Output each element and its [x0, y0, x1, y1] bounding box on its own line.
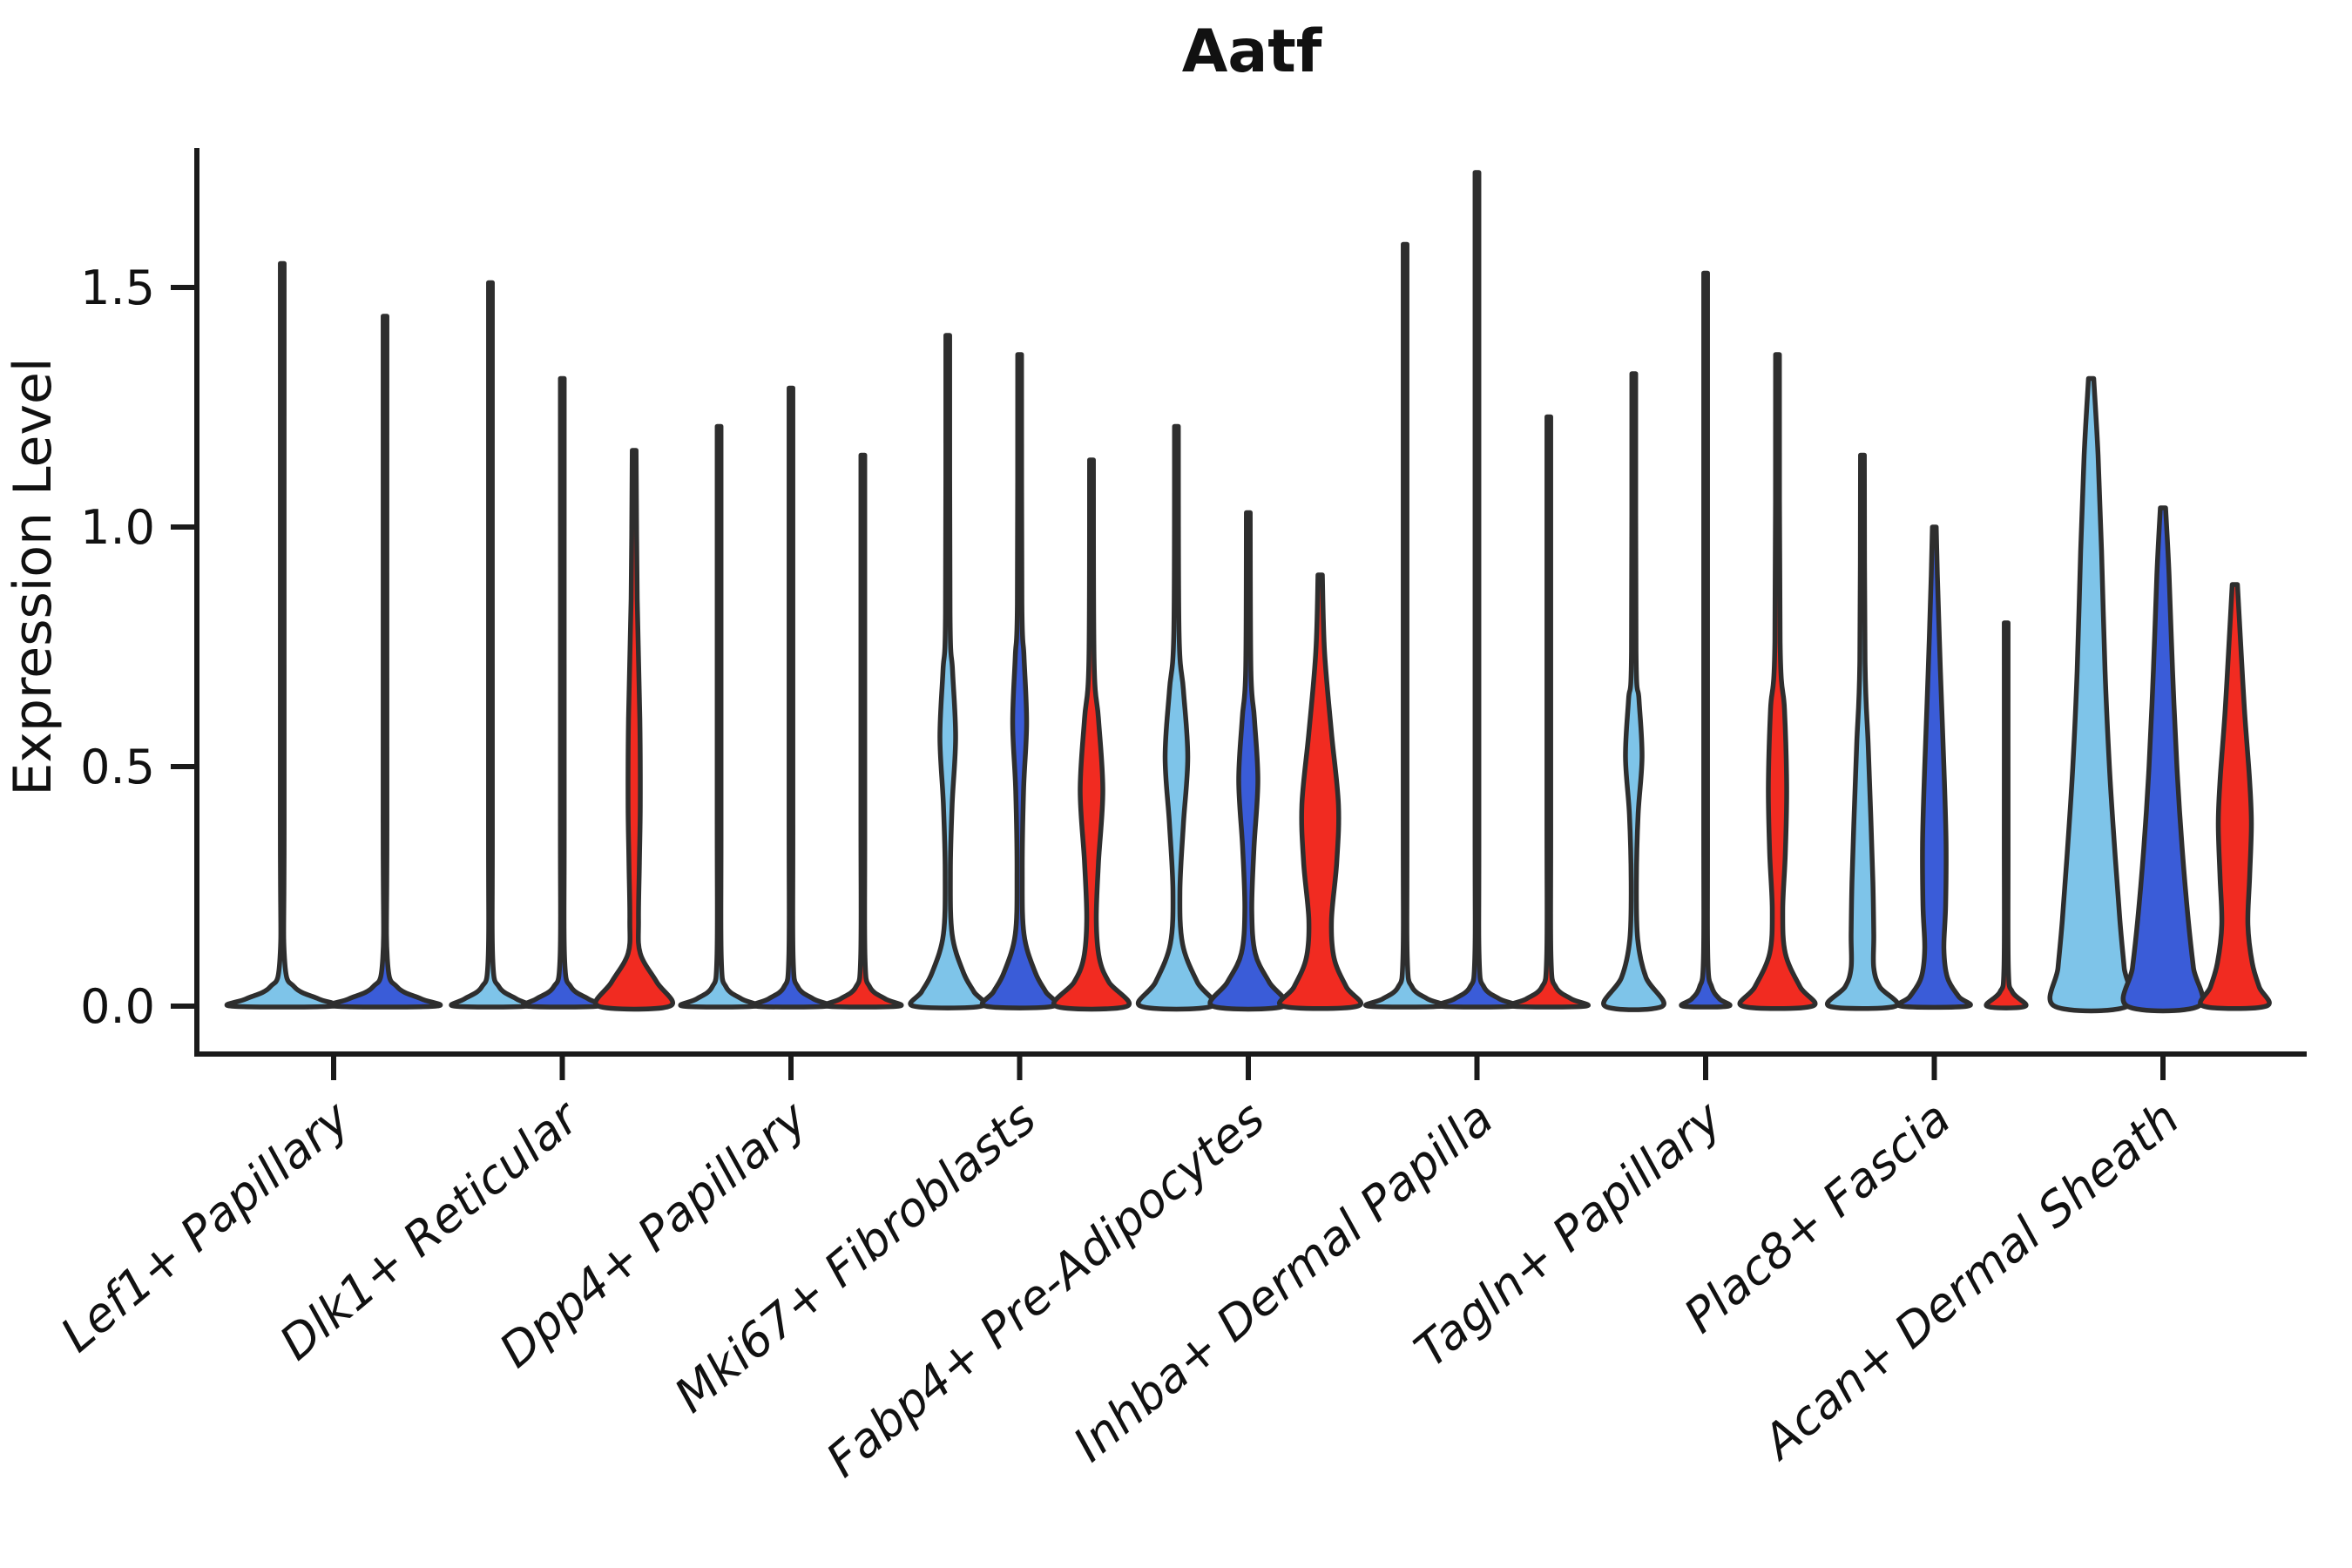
violin — [1136, 423, 1217, 1012]
violin — [1051, 457, 1132, 1012]
violin — [1737, 352, 1818, 1011]
y-axis-label: Expression Level — [3, 357, 64, 795]
y-tick-label: 0.0 — [80, 979, 155, 1034]
violin — [1896, 524, 1973, 1010]
violin — [2047, 375, 2135, 1014]
violin — [449, 280, 532, 1010]
y-tick-label: 1.5 — [80, 260, 155, 315]
violin-group — [224, 260, 443, 1010]
violin — [1207, 510, 1289, 1012]
violin-group — [2047, 375, 2272, 1014]
x-tick-label: Inhba+ Dermal Papilla — [1063, 1091, 1504, 1472]
violin-group — [1601, 270, 1818, 1012]
violin — [1679, 270, 1733, 1010]
violin — [821, 452, 904, 1010]
violin-group — [1363, 170, 1591, 1010]
violin — [678, 423, 760, 1010]
violin-group — [678, 385, 904, 1010]
y-tick-label: 1.0 — [80, 500, 155, 555]
violin — [750, 385, 832, 1010]
violin — [1363, 241, 1447, 1010]
violin — [1601, 371, 1666, 1012]
chart-title: Aatf — [1182, 17, 1323, 86]
violin-group — [1136, 423, 1363, 1012]
violin — [1825, 452, 1900, 1011]
violin-group — [1825, 452, 2029, 1011]
violins-layer — [224, 170, 2272, 1014]
violin — [327, 314, 443, 1010]
x-tick-label: Acan+ Dermal Sheath — [1751, 1091, 2190, 1471]
y-tick-label: 0.5 — [80, 740, 155, 794]
violin — [2120, 505, 2206, 1014]
violin — [2198, 582, 2272, 1011]
violin — [520, 375, 605, 1010]
x-tick-label: Fabp4+ Pre-Adipocytes — [816, 1091, 1275, 1488]
violin — [908, 333, 988, 1010]
violin — [1277, 572, 1363, 1011]
violin-group — [908, 333, 1132, 1012]
violin — [593, 448, 675, 1012]
violin — [979, 352, 1060, 1010]
violin — [1984, 620, 2029, 1010]
violin — [224, 260, 341, 1010]
violin — [1507, 414, 1591, 1010]
violin — [1435, 170, 1519, 1010]
violin-group — [449, 280, 675, 1012]
